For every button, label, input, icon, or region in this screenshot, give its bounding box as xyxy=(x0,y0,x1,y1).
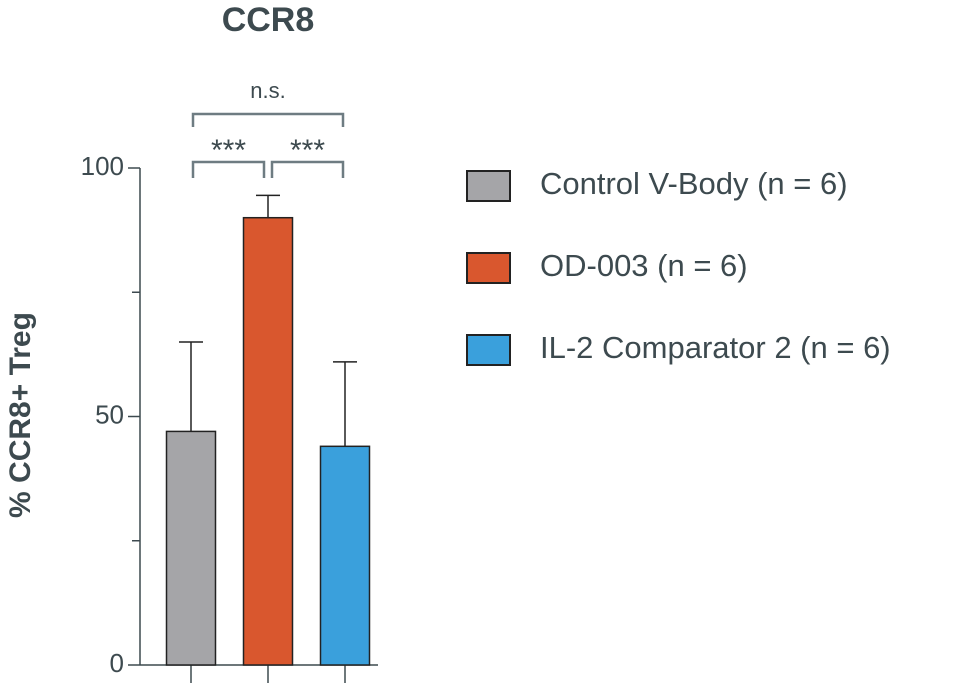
y-tick-label: 0 xyxy=(110,648,124,678)
significance-bracket xyxy=(191,160,266,178)
significance-bracket xyxy=(270,160,345,178)
legend-label: Control V-Body (n = 6) xyxy=(540,166,848,201)
bar xyxy=(242,216,294,666)
significance-label: *** xyxy=(211,134,246,167)
y-tick-label: 100 xyxy=(81,151,124,181)
significance-bracket xyxy=(191,112,345,127)
y-axis-label: % CCR8+ Treg xyxy=(4,312,37,518)
significance-label: n.s. xyxy=(250,78,285,103)
bar xyxy=(165,430,217,666)
legend-label: OD-003 (n = 6) xyxy=(540,248,748,283)
legend-swatch xyxy=(466,252,511,284)
legend-swatch xyxy=(466,170,511,202)
y-tick-label: 50 xyxy=(95,399,124,429)
bar xyxy=(319,445,371,666)
legend-label: IL-2 Comparator 2 (n = 6) xyxy=(540,330,891,365)
significance-label: *** xyxy=(290,134,325,167)
legend-swatch xyxy=(466,334,511,366)
chart-title: CCR8 xyxy=(222,1,315,39)
